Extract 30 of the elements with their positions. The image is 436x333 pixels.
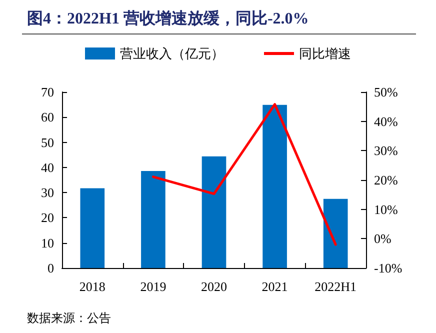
x-tick-label: 2020 bbox=[201, 279, 227, 294]
x-tick-label: 2018 bbox=[79, 279, 106, 294]
x-tick-label: 2022H1 bbox=[314, 279, 357, 294]
y2-tick-label: 40% bbox=[374, 114, 398, 129]
y2-tick-label: 10% bbox=[374, 202, 398, 217]
x-tick-label: 2019 bbox=[140, 279, 166, 294]
y2-tick-label: 0% bbox=[374, 231, 392, 246]
legend-label: 同比增速 bbox=[299, 46, 351, 61]
y-tick-label: 0 bbox=[48, 260, 54, 276]
bar bbox=[141, 170, 166, 268]
y2-tick-label: -10% bbox=[374, 260, 402, 276]
y-tick-label: 10 bbox=[41, 235, 54, 250]
y2-tick-label: 30% bbox=[374, 143, 398, 158]
x-tick-label: 2021 bbox=[262, 279, 288, 294]
y-tick-label: 60 bbox=[41, 110, 54, 125]
y-tick-label: 70 bbox=[41, 84, 54, 100]
bar bbox=[262, 104, 287, 268]
y2-tick-label: 50% bbox=[374, 84, 398, 100]
y-tick-label: 50 bbox=[41, 134, 54, 150]
bar bbox=[202, 156, 226, 268]
source-note: 数据来源：公告 bbox=[27, 311, 111, 325]
legend-label: 营业收入（亿元） bbox=[120, 46, 224, 61]
bar bbox=[80, 188, 105, 268]
y-tick-label: 20 bbox=[41, 210, 54, 226]
chart-title: 图4：2022H1 营收增速放缓，同比-2.0% bbox=[27, 10, 309, 28]
y-tick-label: 30 bbox=[41, 185, 54, 200]
y2-tick-label: 20% bbox=[374, 172, 398, 188]
y-tick-label: 40 bbox=[41, 160, 54, 175]
line-series bbox=[152, 103, 337, 246]
bar bbox=[323, 198, 348, 268]
